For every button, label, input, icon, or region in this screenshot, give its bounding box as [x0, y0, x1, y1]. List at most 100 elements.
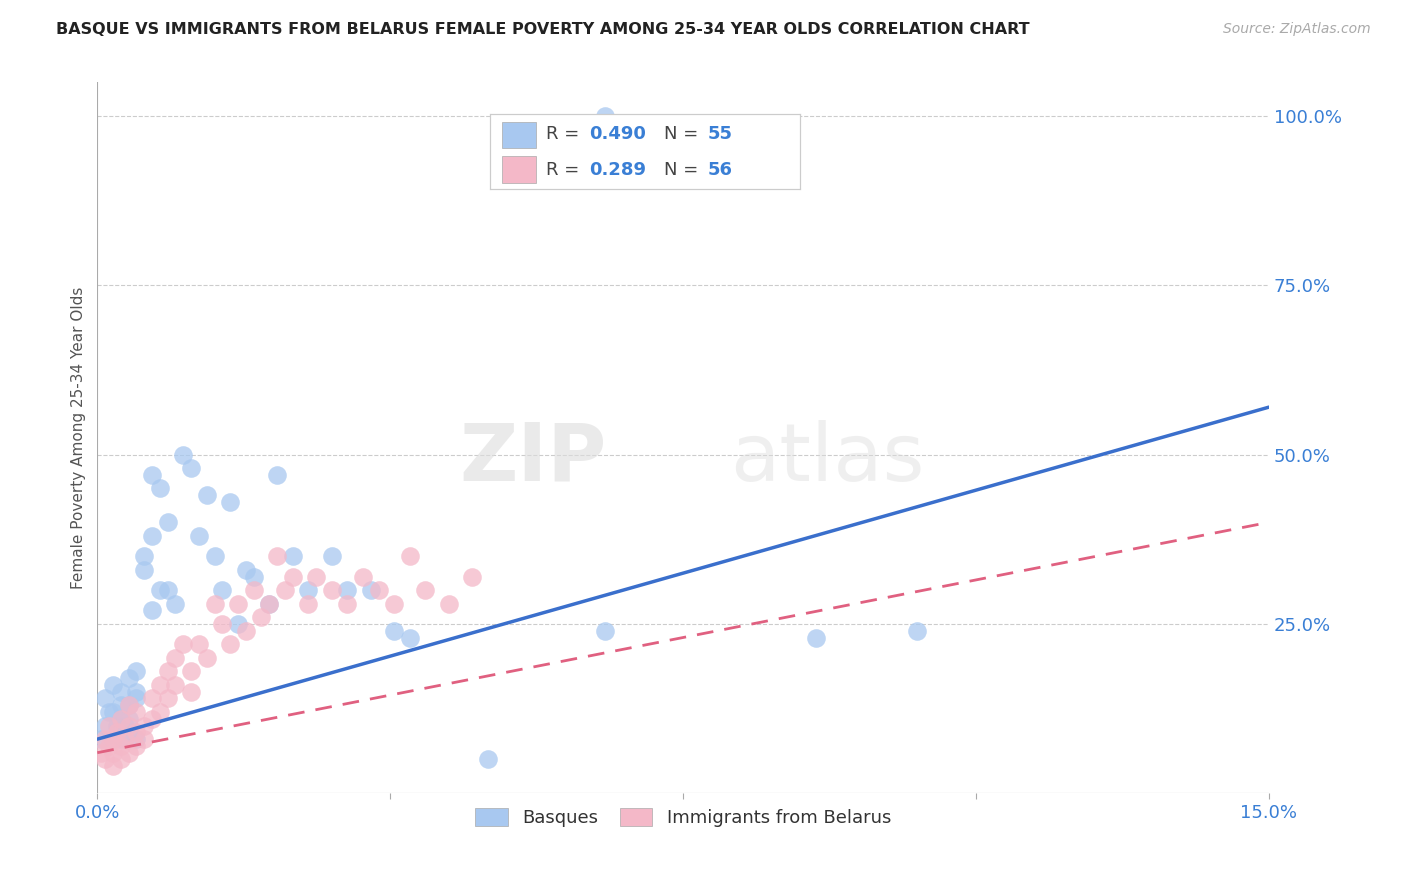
- Point: [110, 698, 132, 713]
- Point: [105, 718, 128, 732]
- Point: [281, 569, 304, 583]
- Text: ZIP: ZIP: [460, 420, 607, 498]
- Point: [242, 583, 264, 598]
- Point: [250, 610, 273, 624]
- Point: [226, 597, 249, 611]
- Point: [195, 650, 218, 665]
- Point: [257, 597, 280, 611]
- Point: [266, 467, 288, 482]
- Point: [101, 705, 124, 719]
- Point: [98, 718, 121, 732]
- Point: [141, 691, 163, 706]
- Point: [117, 698, 139, 713]
- Point: [804, 631, 827, 645]
- Point: [117, 671, 139, 685]
- Point: [105, 725, 128, 739]
- Point: [90, 746, 112, 760]
- Point: [101, 759, 124, 773]
- Point: [117, 746, 139, 760]
- Point: [141, 467, 163, 482]
- Point: [110, 712, 132, 726]
- Point: [101, 746, 124, 760]
- Point: [297, 583, 319, 598]
- Point: [165, 678, 187, 692]
- Point: [907, 624, 929, 638]
- Point: [125, 739, 148, 753]
- Point: [281, 549, 304, 564]
- Text: atlas: atlas: [730, 420, 924, 498]
- Point: [101, 732, 124, 747]
- Point: [117, 698, 139, 713]
- Point: [156, 516, 179, 530]
- Point: [219, 495, 242, 509]
- Point: [134, 549, 156, 564]
- Point: [101, 732, 124, 747]
- Point: [94, 718, 117, 732]
- Point: [187, 529, 209, 543]
- Point: [235, 563, 257, 577]
- Point: [242, 569, 264, 583]
- Point: [336, 597, 359, 611]
- Point: [274, 583, 297, 598]
- Point: [204, 549, 226, 564]
- Point: [114, 718, 136, 732]
- Point: [266, 549, 288, 564]
- Point: [219, 637, 242, 651]
- Point: [226, 617, 249, 632]
- Point: [305, 569, 328, 583]
- Point: [110, 752, 132, 766]
- Point: [149, 482, 172, 496]
- Point: [101, 678, 124, 692]
- Point: [110, 712, 132, 726]
- Point: [321, 583, 343, 598]
- Point: [125, 732, 148, 747]
- Point: [336, 583, 359, 598]
- Point: [94, 732, 117, 747]
- Point: [134, 732, 156, 747]
- Text: Source: ZipAtlas.com: Source: ZipAtlas.com: [1223, 22, 1371, 37]
- Point: [110, 684, 132, 698]
- Point: [114, 732, 136, 747]
- Text: BASQUE VS IMMIGRANTS FROM BELARUS FEMALE POVERTY AMONG 25-34 YEAR OLDS CORRELATI: BASQUE VS IMMIGRANTS FROM BELARUS FEMALE…: [56, 22, 1029, 37]
- Point: [180, 684, 202, 698]
- Point: [117, 712, 139, 726]
- Point: [165, 597, 187, 611]
- Point: [149, 705, 172, 719]
- Point: [165, 650, 187, 665]
- Point: [98, 739, 121, 753]
- Point: [110, 732, 132, 747]
- Point: [367, 583, 389, 598]
- Point: [125, 725, 148, 739]
- Point: [398, 549, 420, 564]
- Point: [149, 678, 172, 692]
- Point: [172, 448, 194, 462]
- Point: [415, 583, 437, 598]
- Point: [117, 718, 139, 732]
- Point: [204, 597, 226, 611]
- Point: [134, 718, 156, 732]
- Legend: Basques, Immigrants from Belarus: Basques, Immigrants from Belarus: [468, 800, 898, 834]
- Point: [125, 691, 148, 706]
- Point: [360, 583, 382, 598]
- Y-axis label: Female Poverty Among 25-34 Year Olds: Female Poverty Among 25-34 Year Olds: [72, 286, 86, 589]
- Point: [125, 665, 148, 679]
- Point: [382, 624, 405, 638]
- Point: [156, 583, 179, 598]
- Point: [90, 732, 112, 747]
- Point: [321, 549, 343, 564]
- Point: [352, 569, 374, 583]
- Point: [141, 712, 163, 726]
- Point: [180, 461, 202, 475]
- Point: [297, 597, 319, 611]
- Point: [94, 752, 117, 766]
- Point: [195, 488, 218, 502]
- Point: [156, 665, 179, 679]
- Point: [180, 665, 202, 679]
- Point: [211, 583, 233, 598]
- Point: [382, 597, 405, 611]
- Point: [398, 631, 420, 645]
- Point: [98, 705, 121, 719]
- Point: [117, 725, 139, 739]
- Point: [593, 109, 616, 123]
- Point: [149, 583, 172, 598]
